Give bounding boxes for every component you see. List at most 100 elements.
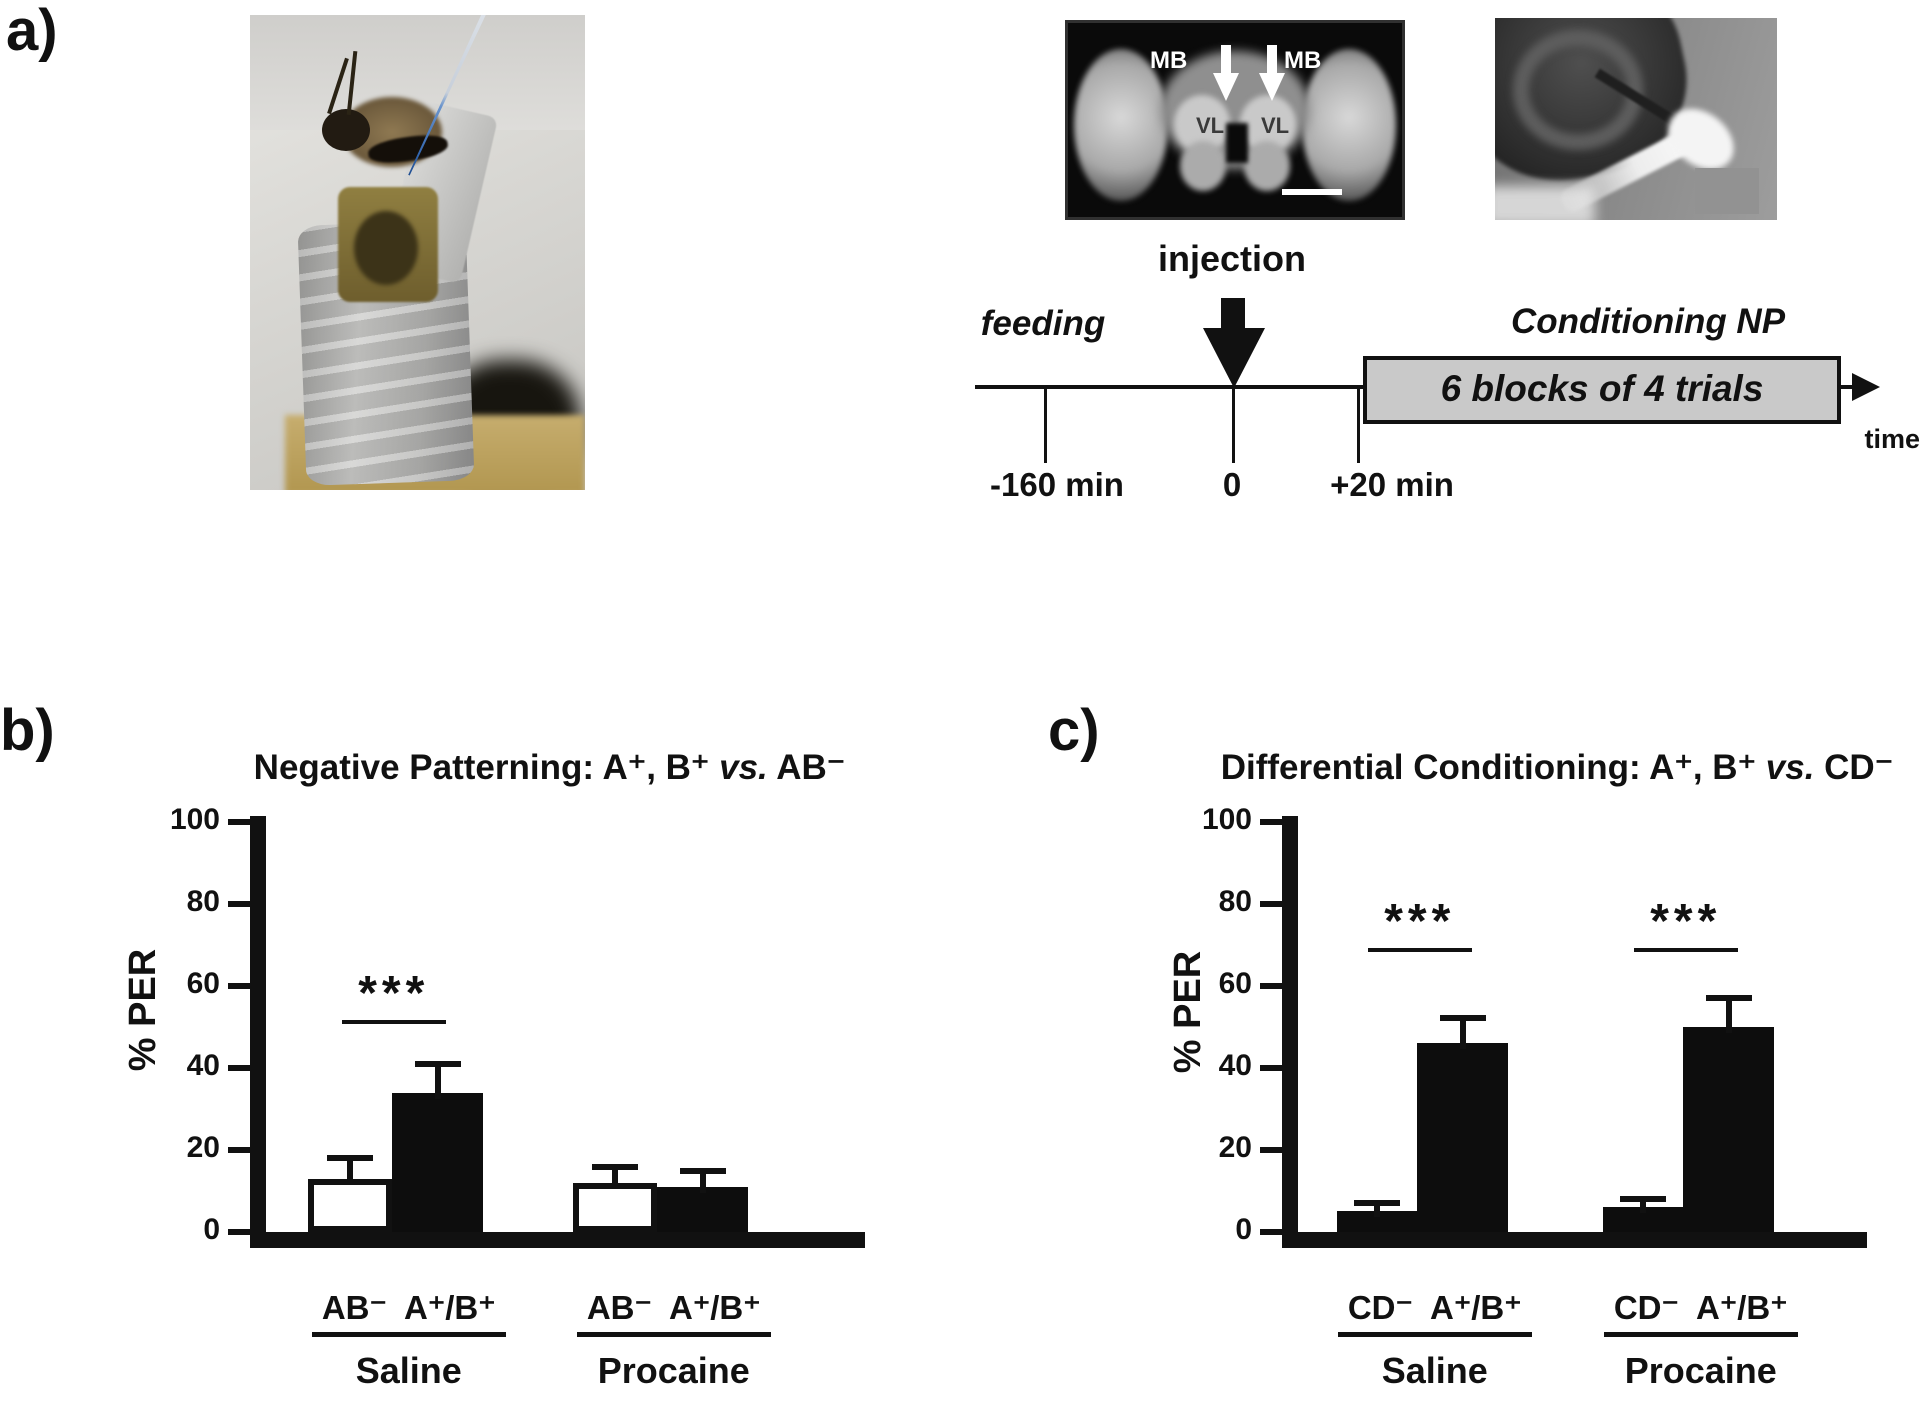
injection-site-arrow-icon	[1259, 73, 1285, 101]
x-axis	[1282, 1232, 1867, 1248]
y-tick-label: 0	[203, 1213, 220, 1246]
brain-injection-image: MB MB VL VL	[1065, 20, 1405, 220]
tube-opening	[354, 211, 418, 285]
significance-line	[1367, 948, 1472, 952]
brain-midline	[1226, 123, 1248, 163]
injection-site-arrow-icon	[1213, 73, 1239, 101]
bee-restrained-photo	[250, 15, 585, 490]
significance-line	[1633, 948, 1738, 952]
time-axis-label: time	[1864, 424, 1920, 454]
antennal-lobe-right	[1244, 141, 1290, 191]
error-bar-cap	[327, 1155, 373, 1161]
error-bar-cap	[679, 1168, 726, 1174]
y-tick	[228, 983, 250, 989]
panel-b-label: b)	[0, 698, 55, 763]
injection-site-arrow-icon	[1221, 45, 1231, 75]
optic-lobe-left	[1074, 49, 1168, 201]
y-tick	[1260, 1147, 1282, 1153]
y-tick	[1260, 1229, 1282, 1235]
significance-stars: ***	[1384, 895, 1456, 948]
injection-time-arrow-icon	[1221, 298, 1245, 330]
optic-lobe-right	[1302, 49, 1396, 201]
pair-label: CD⁻ A⁺/B⁺	[1603, 1288, 1798, 1337]
conditioning-label: Conditioning NP	[1510, 302, 1786, 341]
y-tick	[228, 901, 250, 907]
error-bar-cap	[1705, 995, 1752, 1001]
vl-label-right: VL	[1261, 113, 1290, 138]
error-bar-whisker	[612, 1167, 618, 1189]
injection-site-arrow-icon	[1267, 45, 1277, 75]
y-tick-label: 20	[1218, 1131, 1252, 1164]
conditioning-box-label: 6 blocks of 4 trials	[1440, 368, 1764, 409]
timeline-tick-label: +20 min	[1330, 466, 1454, 503]
chart-c-title-vs: vs.	[1765, 748, 1815, 787]
y-axis	[1282, 816, 1298, 1248]
error-bar-cap	[1354, 1200, 1400, 1206]
error-bar-whisker	[699, 1171, 706, 1193]
y-tick-label: 20	[186, 1131, 220, 1164]
mb-label-right: MB	[1284, 47, 1322, 74]
error-bar-cap	[592, 1164, 638, 1170]
timeline-tick	[1044, 389, 1047, 463]
injection-label: injection	[1157, 238, 1306, 279]
error-bar-whisker	[1725, 998, 1732, 1033]
bar-CD⁻	[1337, 1211, 1417, 1232]
significance-stars: ***	[358, 967, 430, 1020]
y-axis	[250, 816, 266, 1248]
timeline-tick-label: 0	[1222, 466, 1242, 503]
antennal-lobe-left	[1180, 141, 1226, 191]
y-tick	[1260, 983, 1282, 989]
bee-head	[322, 109, 370, 151]
bar-A⁺/B⁺	[1683, 1027, 1774, 1232]
pair-label-wrap: CD⁻ A⁺/B⁺	[1531, 1288, 1871, 1337]
y-tick	[228, 1065, 250, 1071]
chart-c-title: Differential Conditioning: A⁺, B⁺ vs. CD…	[1155, 708, 1920, 828]
bee-head-injection-photo	[1495, 18, 1777, 220]
condition-label: Procaine	[597, 1350, 750, 1391]
panel-c-label: c)	[1048, 698, 1100, 763]
condition-label: Procaine	[1624, 1350, 1777, 1391]
pair-label: AB⁻ A⁺/B⁺	[576, 1288, 771, 1337]
chart-b-title: Negative Patterning: A⁺, B⁺ vs. AB⁻	[155, 708, 905, 828]
pair-label-wrap: AB⁻ A⁺/B⁺	[504, 1288, 844, 1337]
pair-label-wrap: CD⁻ A⁺/B⁺	[1265, 1288, 1605, 1337]
pair-label-wrap: AB⁻ A⁺/B⁺	[239, 1288, 579, 1337]
condition-label: Saline	[1381, 1350, 1488, 1391]
y-tick	[1260, 901, 1282, 907]
injection-time-arrow-icon	[1203, 328, 1265, 388]
chart-c-title-text: CD⁻	[1814, 748, 1894, 787]
chart-b-title-vs: vs.	[719, 748, 768, 787]
chart-c-title-text: Differential Conditioning: A⁺, B⁺	[1220, 748, 1766, 787]
error-bar-cap	[1620, 1196, 1666, 1202]
timeline-tick	[1357, 389, 1360, 463]
timeline-tick	[1232, 389, 1235, 463]
error-bar-whisker	[347, 1158, 353, 1185]
bar-A⁺/B⁺	[1417, 1043, 1508, 1232]
conditioning-box: 6 blocks of 4 trials	[1363, 356, 1841, 424]
bar-A⁺/B⁺	[657, 1187, 748, 1232]
error-bar-whisker	[1459, 1018, 1466, 1049]
significance-stars: ***	[1650, 895, 1722, 948]
panel-a-label: a)	[6, 0, 58, 63]
feeding-label: feeding	[980, 304, 1106, 343]
bar-CD⁻	[1603, 1207, 1683, 1232]
error-bar-whisker	[434, 1064, 441, 1099]
mb-label-left: MB	[1150, 47, 1188, 74]
chart-b-title-text: AB⁻	[767, 748, 846, 787]
error-bar-cap	[414, 1061, 461, 1067]
x-axis	[250, 1232, 865, 1248]
pair-label: CD⁻ A⁺/B⁺	[1337, 1288, 1532, 1337]
error-bar-whisker	[1640, 1199, 1646, 1213]
background-patch	[1695, 168, 1759, 214]
significance-line	[341, 1020, 446, 1024]
y-tick	[228, 1229, 250, 1235]
bar-A⁺/B⁺	[392, 1093, 483, 1232]
scale-bar	[1282, 189, 1342, 195]
vl-label-left: VL	[1196, 113, 1225, 138]
chart-b-y-axis-label: % PER	[122, 948, 164, 1072]
chart-c-y-axis-label: % PER	[1167, 950, 1209, 1074]
bar-AB⁻	[573, 1183, 657, 1232]
pair-label: AB⁻ A⁺/B⁺	[311, 1288, 506, 1337]
timeline-arrowhead-icon	[1852, 373, 1880, 401]
